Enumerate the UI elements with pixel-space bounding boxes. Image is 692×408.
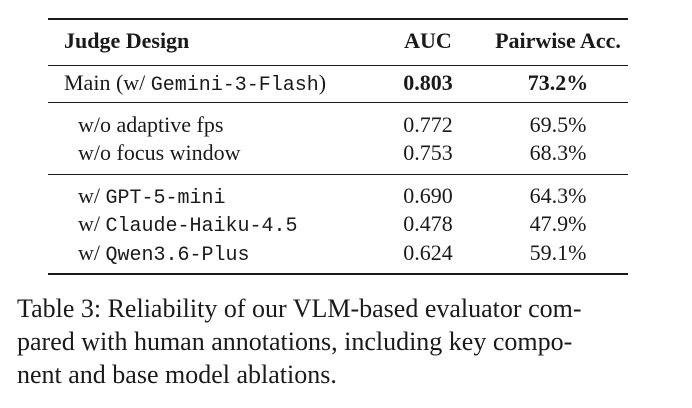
caption-line: pared with human annotations, including … <box>17 327 573 356</box>
model-row-model: GPT-5-mini <box>105 187 226 210</box>
header-pairwise-acc: Pairwise Acc. <box>495 28 621 53</box>
model-row-prefix: w/ <box>78 240 106 265</box>
header-judge-design: Judge Design <box>64 28 190 53</box>
caption-line: Table 3: Reliability of our VLM-based ev… <box>17 294 582 323</box>
section-rule <box>48 174 628 176</box>
model-row-label: w/ GPT-5-mini <box>78 183 226 212</box>
model-row-label: w/ Claude-Haiku-4.5 <box>78 211 298 240</box>
model-row-prefix: w/ <box>78 183 106 208</box>
ablation-row-auc: 0.753 <box>403 140 453 165</box>
model-row-auc: 0.624 <box>403 240 453 265</box>
model-row-acc: 59.1% <box>529 240 587 265</box>
model-row-auc: 0.690 <box>403 183 453 208</box>
model-row-model: Claude-Haiku-4.5 <box>105 215 298 238</box>
main-row-acc: 73.2% <box>527 70 589 95</box>
model-row-acc: 64.3% <box>529 183 587 208</box>
ablation-row-auc: 0.772 <box>403 112 453 137</box>
table-caption: Table 3: Reliability of our VLM-based ev… <box>17 292 677 391</box>
table-top-rule <box>48 18 628 20</box>
main-row-suffix: ) <box>318 70 327 95</box>
main-row-prefix: Main (w/ <box>64 70 151 95</box>
model-row-prefix: w/ <box>78 211 106 236</box>
model-row-model: Qwen3.6-Plus <box>105 244 250 267</box>
header-rule <box>48 65 628 67</box>
model-row-auc: 0.478 <box>403 211 453 236</box>
ablation-row-label: w/o focus window <box>78 140 241 165</box>
main-row-auc: 0.803 <box>403 70 453 95</box>
model-row-acc: 47.9% <box>529 211 587 236</box>
main-row-model: Gemini-3-Flash <box>150 74 319 97</box>
main-row-rule <box>48 102 628 104</box>
header-auc: AUC <box>404 28 452 53</box>
model-row-label: w/ Qwen3.6-Plus <box>78 240 250 269</box>
main-row-label: Main (w/ Gemini-3-Flash) <box>64 70 326 99</box>
table-bottom-rule <box>48 273 628 275</box>
ablation-row-acc: 68.3% <box>529 140 587 165</box>
ablation-row-label: w/o adaptive fps <box>78 112 224 137</box>
caption-line: nent and base model ablations. <box>17 360 337 389</box>
ablation-row-acc: 69.5% <box>529 112 587 137</box>
